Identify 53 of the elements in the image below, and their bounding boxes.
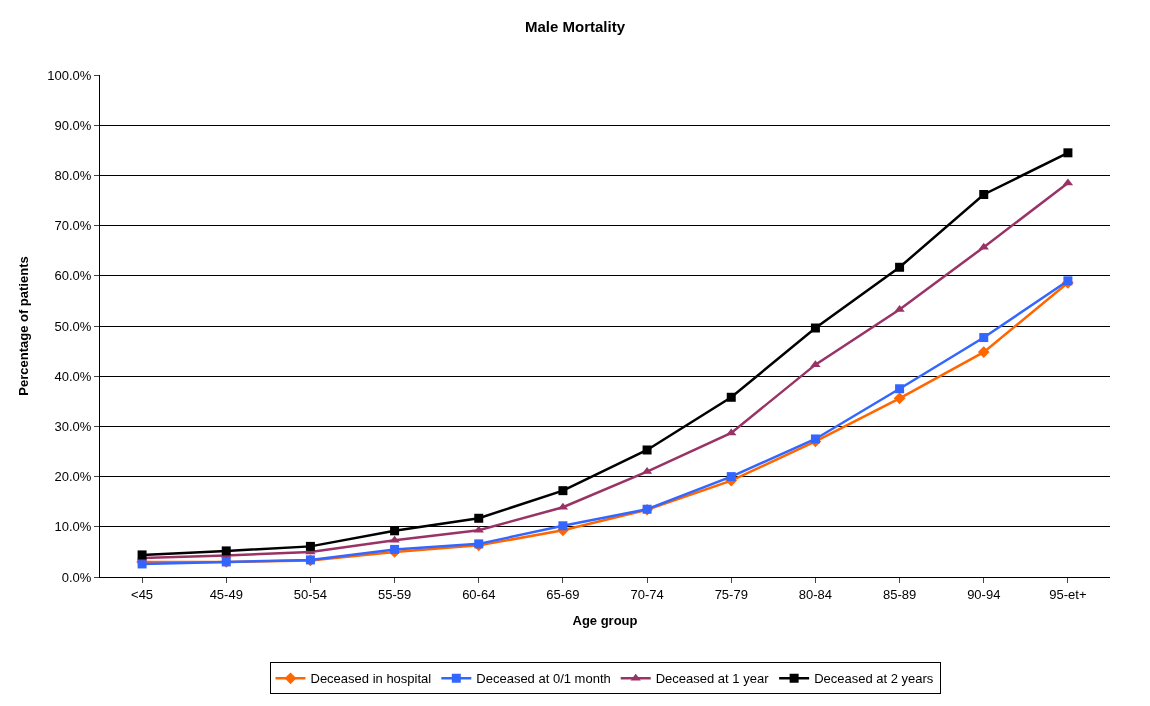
y-tick-label: 10.0% — [54, 519, 92, 535]
y-tick-label: 60.0% — [54, 268, 92, 284]
x-tick-label: 95-et+ — [1049, 586, 1087, 602]
point — [726, 392, 736, 402]
legend-label: Deceased at 2 years — [814, 671, 934, 687]
x-tick-label: 75-79 — [714, 586, 748, 602]
y-tick-label: 70.0% — [54, 218, 92, 234]
point — [389, 535, 400, 543]
point — [642, 445, 652, 455]
x-tick-label: 85-89 — [882, 586, 917, 602]
x-tick-label: <45 — [131, 586, 154, 602]
legend-label: Deceased at 1 year — [655, 671, 770, 687]
point — [895, 262, 905, 272]
x-axis-title: Age group — [572, 613, 638, 629]
y-axis-title: Percentage of patients — [16, 256, 32, 396]
point — [390, 544, 400, 554]
point — [305, 541, 315, 551]
y-tick-label: 40.0% — [54, 368, 92, 384]
point — [894, 304, 905, 312]
point — [895, 384, 905, 394]
y-tick-label: 50.0% — [54, 318, 92, 334]
chart-title: Male Mortality — [524, 17, 626, 35]
y-tick-label: 80.0% — [54, 167, 92, 183]
point — [474, 513, 484, 523]
point — [977, 346, 990, 358]
point — [221, 546, 231, 556]
point — [979, 189, 989, 199]
y-tick-label: 30.0% — [54, 418, 92, 434]
legend-label: Deceased at 0/1 month — [476, 671, 611, 687]
y-tick-label: 20.0% — [54, 469, 92, 485]
point — [558, 486, 568, 496]
y-tick-label: 100.0% — [47, 67, 92, 83]
x-tick-label: 65-69 — [546, 586, 580, 602]
point — [726, 472, 736, 482]
x-tick-label: 80-84 — [798, 586, 833, 602]
point — [893, 392, 906, 405]
x-tick-label: 55-59 — [377, 586, 412, 602]
x-tick-label: 90-94 — [967, 586, 1001, 602]
x-tick-label: 60-64 — [462, 586, 496, 602]
point — [979, 333, 989, 343]
x-tick-label: 50-54 — [293, 586, 328, 602]
point — [558, 521, 568, 531]
point — [1063, 148, 1073, 158]
y-tick-label: 90.0% — [54, 117, 92, 133]
legend-label: Deceased in hospital — [310, 671, 432, 687]
x-tick-label: 45-49 — [209, 586, 243, 602]
x-tick-label: 70-74 — [630, 586, 664, 602]
point — [473, 525, 484, 533]
point — [726, 428, 737, 436]
point — [810, 323, 820, 333]
point — [390, 526, 400, 536]
y-tick-label: 0.0% — [61, 569, 92, 585]
point — [810, 434, 820, 444]
